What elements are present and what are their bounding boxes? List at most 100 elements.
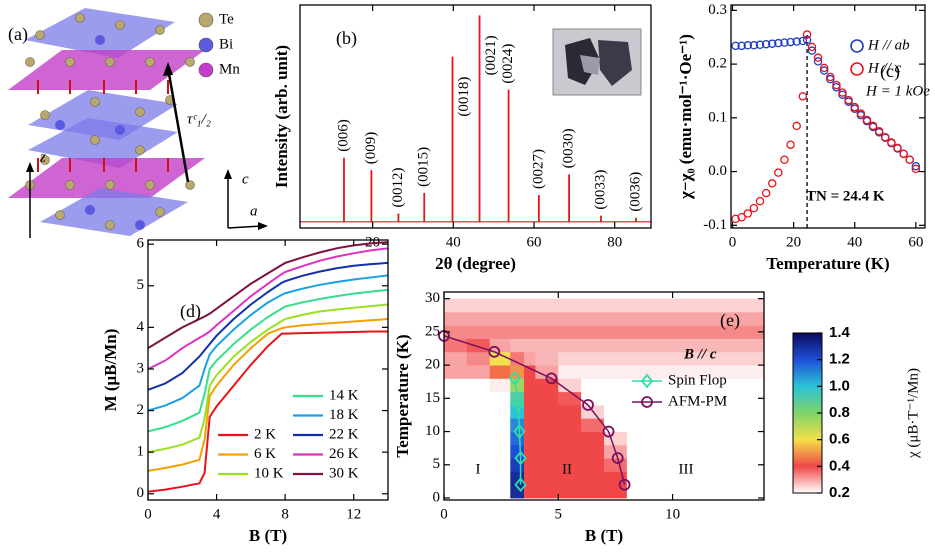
y-axis-label: M (μB/Mn)	[101, 329, 120, 412]
heat-cell	[490, 458, 511, 472]
heat-cell	[490, 392, 511, 406]
x-tick-label: 10	[665, 506, 680, 522]
heat-cell	[581, 471, 604, 485]
peak-label: (0021)	[483, 35, 499, 75]
heat-cell	[535, 392, 558, 406]
inset-photo	[553, 29, 641, 95]
heat-cell	[535, 471, 558, 485]
heat-cell	[604, 352, 627, 366]
x-tick-label: 12	[346, 506, 361, 522]
heat-cell	[444, 432, 467, 446]
heat-cell	[581, 485, 604, 499]
heat-cell	[650, 325, 673, 339]
colorbar-tick-label: 0.2	[829, 484, 850, 501]
heat-cell	[490, 325, 511, 339]
x-axis-label: B (T)	[249, 526, 287, 545]
x-tick-label: 8	[281, 506, 289, 522]
heat-cell	[650, 471, 673, 485]
axis-letter: z	[39, 149, 46, 165]
heat-cell	[741, 378, 764, 392]
x-tick-label: 5	[555, 506, 563, 522]
x-tick-label: 0	[144, 506, 152, 522]
heat-cell	[524, 418, 536, 432]
heat-cell	[581, 365, 604, 379]
y-axis-label: χ−χ₀ (emu·mol⁻¹·Oe⁻¹)	[676, 34, 695, 200]
heat-cell	[490, 485, 511, 499]
heat-cell	[627, 312, 650, 326]
legend-swatch	[851, 63, 863, 75]
peak-label: (0024)	[500, 44, 516, 84]
heat-cell	[581, 432, 604, 446]
peak-label: (0018)	[456, 77, 472, 117]
heat-cell	[741, 485, 764, 499]
page: (a) z c a τᶜ₁/₂ TeBiMn(006)(009)(0012)(0…	[0, 0, 935, 555]
y-tick-label: 15	[425, 390, 440, 406]
data-point	[900, 150, 907, 157]
heat-cell	[695, 445, 718, 459]
heat-cell	[467, 378, 490, 392]
heat-cell	[467, 365, 490, 379]
colorbar-tick-label: 1.4	[829, 324, 851, 341]
y-tick-label: -0.1	[703, 217, 727, 233]
annotation: B // c	[683, 346, 717, 362]
heat-cell	[627, 471, 650, 485]
heat-cell	[650, 445, 673, 459]
heat-cell	[535, 325, 558, 339]
heat-cell	[535, 445, 558, 459]
arrow-head	[224, 169, 232, 179]
heat-cell	[673, 325, 696, 339]
heat-cell	[741, 471, 764, 485]
panel-label: (c)	[880, 61, 900, 82]
heat-cell	[510, 312, 524, 326]
heat-cell	[581, 418, 604, 432]
heat-cell	[490, 312, 511, 326]
heat-cell	[524, 458, 536, 472]
heat-cell	[490, 471, 511, 485]
y-tick-label: 20	[425, 357, 440, 373]
arrow-head	[26, 162, 34, 172]
heat-cell	[650, 352, 673, 366]
region-label: III	[679, 461, 694, 477]
heat-cell	[535, 312, 558, 326]
data-point	[793, 122, 800, 129]
x-tick-label: 80	[607, 234, 622, 250]
axis-letter: c	[242, 171, 249, 187]
heat-cell	[718, 432, 741, 446]
arrow-head	[258, 222, 268, 230]
panel-label: (a)	[8, 24, 28, 45]
heat-cell	[444, 405, 467, 419]
x-tick-label: 60	[527, 234, 542, 250]
a-axis-arrow	[228, 226, 262, 228]
heat-cell	[467, 418, 490, 432]
legend-label: 10 K	[254, 465, 284, 481]
legend-swatch	[851, 40, 863, 52]
data-point	[906, 156, 913, 163]
heat-cell	[444, 471, 467, 485]
heat-cell	[558, 432, 581, 446]
heat-cell	[535, 352, 558, 366]
heat-cell	[467, 445, 490, 459]
heat-cell	[490, 299, 511, 313]
heat-cell	[604, 299, 627, 313]
heat-cell	[695, 312, 718, 326]
heat-cell	[627, 392, 650, 406]
heat-cell	[741, 418, 764, 432]
heat-cell	[627, 485, 650, 499]
colorbar-label: χ (μB·T⁻¹/Mn)	[905, 368, 921, 459]
heat-cell	[741, 405, 764, 419]
heat-cell	[695, 432, 718, 446]
heat-cell	[627, 458, 650, 472]
colorbar-tick-label: 1.0	[829, 377, 850, 394]
peak-label: (0033)	[592, 170, 608, 210]
colorbar-tick-label: 0.4	[829, 457, 851, 474]
heat-cell	[673, 445, 696, 459]
annotation: TN = 24.4 K	[806, 188, 885, 204]
heat-cell	[741, 299, 764, 313]
legend-label: 30 K	[329, 465, 359, 481]
heat-cell	[718, 352, 741, 366]
y-tick-label: 30	[425, 290, 440, 306]
heat-cell	[604, 392, 627, 406]
heat-cell	[741, 339, 764, 353]
heat-cell	[650, 312, 673, 326]
peak-label: (0036)	[628, 172, 644, 212]
